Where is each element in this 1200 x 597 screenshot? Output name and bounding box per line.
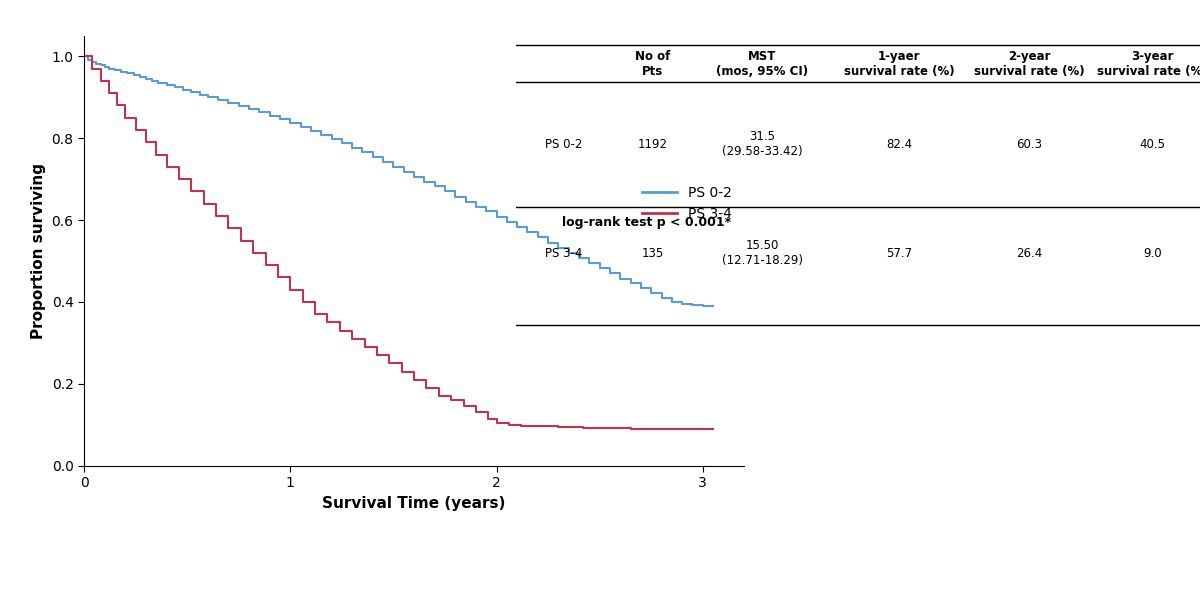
Text: 15.50
(12.71-18.29): 15.50 (12.71-18.29) — [721, 239, 803, 267]
Text: PS 3-4: PS 3-4 — [545, 247, 582, 260]
Text: 3-year
survival rate (%): 3-year survival rate (%) — [1097, 50, 1200, 78]
Text: 2-year
survival rate (%): 2-year survival rate (%) — [973, 50, 1085, 78]
Text: 60.3: 60.3 — [1016, 138, 1042, 151]
Text: 31.5
(29.58-33.42): 31.5 (29.58-33.42) — [722, 131, 803, 158]
Text: MST
(mos, 95% CI): MST (mos, 95% CI) — [716, 50, 809, 78]
Text: 1-yaer
survival rate (%): 1-yaer survival rate (%) — [844, 50, 954, 78]
Text: 1192: 1192 — [638, 138, 667, 151]
Text: 135: 135 — [642, 247, 664, 260]
Legend: PS 0-2, PS 3-4: PS 0-2, PS 3-4 — [636, 180, 737, 226]
Text: No of
Pts: No of Pts — [635, 50, 671, 78]
Text: 40.5: 40.5 — [1139, 138, 1165, 151]
Text: 26.4: 26.4 — [1016, 247, 1042, 260]
Text: 9.0: 9.0 — [1142, 247, 1162, 260]
Text: log-rank test p < 0.001*: log-rank test p < 0.001* — [562, 216, 731, 229]
Text: 82.4: 82.4 — [886, 138, 912, 151]
Text: PS 0-2: PS 0-2 — [545, 138, 582, 151]
X-axis label: Survival Time (years): Survival Time (years) — [323, 496, 505, 510]
Y-axis label: Proportion surviving: Proportion surviving — [31, 163, 46, 338]
Text: 57.7: 57.7 — [886, 247, 912, 260]
